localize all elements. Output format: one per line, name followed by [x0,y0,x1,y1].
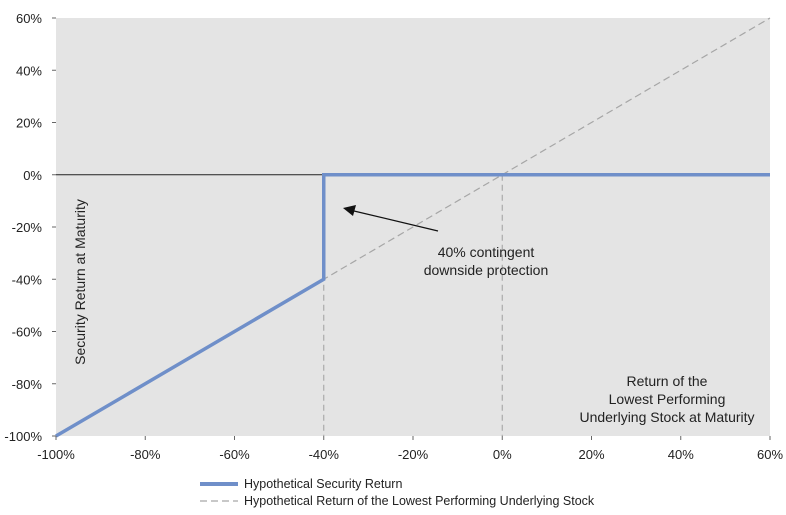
annotation-line-2: downside protection [424,262,549,278]
series-security-return-line [55,173,770,438]
x-tick-label: -20% [398,447,429,462]
legend-label-underlying-return: Hypothetical Return of the Lowest Perfor… [244,494,595,508]
y-tick-label: 60% [16,11,42,26]
annotation-arrow-head [343,205,356,216]
legend-label-security-return: Hypothetical Security Return [244,477,402,491]
annotation-line-1: 40% contingent [438,244,535,260]
x-tick-label: -80% [130,447,161,462]
y-tick-label: -80% [12,377,43,392]
x-tick-label: 0% [493,447,512,462]
x-tick-label: -100% [37,447,75,462]
annotation-arrow-line [353,210,439,232]
x-axis-label-line-2: Lowest Performing [609,391,726,407]
y-tick-label: 20% [16,116,42,131]
legend: Hypothetical Security Return Hypothetica… [200,477,595,508]
x-tick-label: 20% [578,447,604,462]
y-tick-label: -60% [12,325,43,340]
x-tick-label: 60% [757,447,783,462]
y-tick-label: -20% [12,220,43,235]
x-tick-label: -40% [309,447,340,462]
y-tick-label: 40% [16,63,42,78]
x-tick-label: 40% [668,447,694,462]
y-tick-label: -100% [4,429,42,444]
y-tick-label: -40% [12,272,43,287]
y-axis-label: Security Return at Maturity [72,199,88,365]
y-tick-label: 0% [23,168,42,183]
x-axis-label-line-3: Underlying Stock at Maturity [579,409,754,425]
x-axis-label-line-1: Return of the [627,373,708,389]
x-tick-label: -60% [219,447,250,462]
